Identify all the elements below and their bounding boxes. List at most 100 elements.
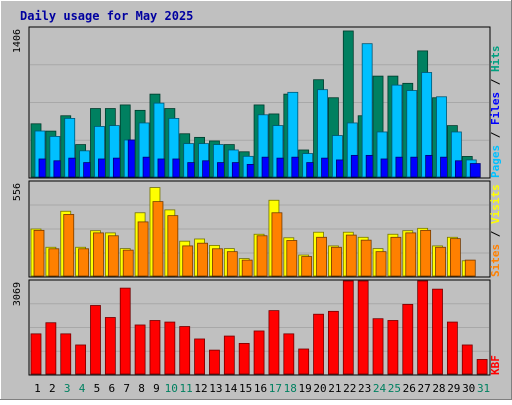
bar-sites-day-3 [63, 214, 75, 277]
y-max-label: 3069 [12, 282, 23, 306]
bar-kbytes-day-13 [209, 349, 220, 375]
bar-sites-day-9 [152, 201, 164, 277]
bar-sites-day-2 [48, 248, 60, 277]
bar-kbytes-day-1 [30, 333, 42, 375]
x-tick-label: 4 [79, 382, 86, 395]
bar-kbytes-day-14 [223, 335, 235, 375]
legend-part: Sites [489, 244, 502, 277]
bar-sites-day-1 [33, 229, 45, 277]
bar-sites-day-24 [375, 251, 387, 277]
legend-part: Visits [489, 184, 502, 224]
x-tick-label: 17 [269, 382, 282, 395]
legend-part: Pages [489, 145, 502, 178]
bar-kbytes-day-2 [45, 322, 57, 375]
bar-sites-day-27 [420, 229, 432, 277]
bar-sites-day-7 [122, 249, 134, 277]
bar-sites-day-26 [405, 232, 417, 277]
x-tick-label: 22 [343, 382, 356, 395]
bar-kbytes-day-29 [446, 321, 458, 375]
x-tick-label: 21 [328, 382, 341, 395]
bar-kbytes-day-8 [134, 324, 146, 375]
panel-1: 1406 Pages / Files / Hits [12, 26, 502, 179]
bar-sites-day-16 [256, 235, 268, 277]
x-tick-label: 15 [239, 382, 252, 395]
bar-sites-day-20 [316, 236, 327, 277]
x-tick-label: 19 [298, 382, 311, 395]
bar-sites-day-28 [435, 246, 446, 277]
y-max-label: 556 [12, 183, 23, 201]
bar-sites-day-8 [137, 221, 149, 277]
x-tick-label: 11 [180, 382, 193, 395]
bar-sites-day-23 [360, 239, 372, 277]
bar-kbytes-day-11 [179, 326, 191, 375]
x-tick-label: 3 [64, 382, 71, 395]
bar-sites-day-17 [271, 212, 283, 277]
bar-sites-day-4 [78, 248, 90, 277]
bar-kbytes-day-6 [104, 317, 116, 375]
legend-part: Hits [489, 46, 502, 73]
bar-sites-day-13 [212, 248, 223, 277]
bar-sites-day-25 [390, 236, 402, 277]
x-tick-label: 9 [153, 382, 160, 395]
y-max-label: 1406 [12, 29, 23, 53]
bar-sites-day-22 [345, 234, 357, 277]
x-tick-label: 16 [254, 382, 267, 395]
x-tick-label: 23 [358, 382, 371, 395]
bar-kbytes-day-30 [461, 344, 473, 375]
x-tick-label: 26 [403, 382, 416, 395]
bar-sites-day-19 [301, 256, 313, 277]
bar-sites-day-10 [167, 215, 179, 277]
bar-pages-day-30 [469, 163, 481, 178]
legend-part: / [489, 224, 502, 244]
x-tick-label: 20 [313, 382, 326, 395]
series-legend: Pages / Files / Hits [489, 46, 502, 179]
bar-kbytes-day-4 [75, 344, 87, 375]
bar-kbytes-day-24 [372, 318, 384, 375]
x-tick-label: 31 [477, 382, 490, 395]
chart-title: Daily usage for May 2025 [20, 9, 193, 23]
x-tick-label: 10 [165, 382, 178, 395]
bar-kbytes-day-9 [149, 320, 161, 375]
x-tick-label: 7 [123, 382, 130, 395]
x-tick-label: 24 [373, 382, 387, 395]
bar-kbytes-day-10 [164, 321, 176, 375]
bar-kbytes-day-26 [402, 303, 414, 375]
bar-sites-day-11 [182, 245, 194, 277]
legend-part: / [489, 72, 502, 92]
bar-kbytes-day-20 [313, 313, 324, 375]
bar-kbytes-day-22 [342, 280, 354, 375]
x-tick-label: 8 [138, 382, 145, 395]
bar-kbytes-day-23 [357, 280, 369, 375]
bar-kbytes-day-19 [298, 348, 310, 375]
bar-kbytes-day-7 [119, 287, 131, 375]
bar-kbytes-day-12 [194, 338, 205, 375]
legend-part: KBF [489, 355, 502, 375]
panel-2: 556 Sites / Visits [12, 180, 502, 278]
bar-kbytes-day-16 [253, 330, 265, 375]
bar-sites-day-12 [197, 242, 208, 277]
x-tick-label: 1 [34, 382, 41, 395]
bar-sites-day-30 [464, 259, 476, 277]
bar-kbytes-day-15 [238, 342, 250, 375]
x-tick-label: 18 [284, 382, 297, 395]
bar-sites-day-14 [226, 251, 238, 277]
series-legend: Sites / Visits [489, 184, 502, 277]
x-tick-label: 30 [462, 382, 475, 395]
x-tick-label: 28 [432, 382, 445, 395]
bar-kbytes-day-25 [387, 320, 399, 375]
bar-sites-day-29 [449, 238, 461, 277]
x-tick-label: 29 [447, 382, 460, 395]
legend-part: Files [489, 92, 502, 125]
x-tick-label: 12 [194, 382, 207, 395]
x-tick-label: 5 [94, 382, 101, 395]
x-tick-label: 14 [224, 382, 238, 395]
panel-3: 3069 KBF [12, 279, 502, 376]
bar-kbytes-day-27 [417, 280, 429, 375]
bar-sites-day-15 [241, 259, 253, 277]
bar-kbytes-day-5 [90, 305, 101, 375]
bar-kbytes-day-18 [283, 333, 295, 375]
bar-kbytes-day-17 [268, 310, 280, 375]
x-tick-label: 25 [388, 382, 401, 395]
